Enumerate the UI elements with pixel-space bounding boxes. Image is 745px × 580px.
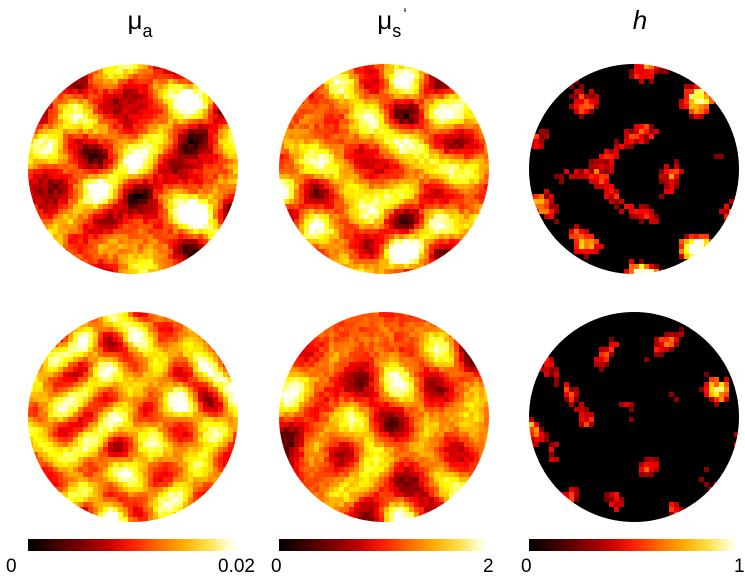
title-mu-a: μa [80,4,200,41]
map-h-bottom-pixels [529,312,739,522]
colorbar-h [529,539,739,551]
colorbar-mu-s-max: 2 [483,556,494,577]
title-mu-a-symbol: μ [127,5,143,35]
title-mu-s-symbol: μ [377,5,393,35]
colorbar-h-min: 0 [521,556,532,577]
map-mu-s-top-pixels [279,64,489,274]
title-mu-a-subscript: a [142,21,153,41]
map-mu-s-top [279,64,489,274]
colorbar-h-max: 1 [734,556,745,577]
title-mu-s-subscript: s [392,21,402,41]
colorbar-mu-a [28,539,238,551]
colorbar-mu-s-min: 0 [271,556,282,577]
map-mu-a-bottom [28,312,238,522]
map-mu-a-bottom-pixels [28,312,238,522]
colorbar-mu-a-max: 0.02 [218,556,255,577]
map-h-top [529,64,739,274]
colorbar-mu-a-min: 0 [6,556,17,577]
map-mu-a-top-pixels [28,64,238,274]
map-mu-s-bottom [279,312,489,522]
map-mu-s-bottom-pixels [279,312,489,522]
map-mu-a-top [28,64,238,274]
title-h: h [580,4,700,36]
colorbar-mu-s [279,539,489,551]
title-mu-s-prime: μs‘ [332,4,452,41]
map-h-top-pixels [529,64,739,274]
map-h-bottom [529,312,739,522]
title-h-symbol: h [632,5,648,35]
title-mu-s-prime-mark: ‘ [403,6,407,23]
